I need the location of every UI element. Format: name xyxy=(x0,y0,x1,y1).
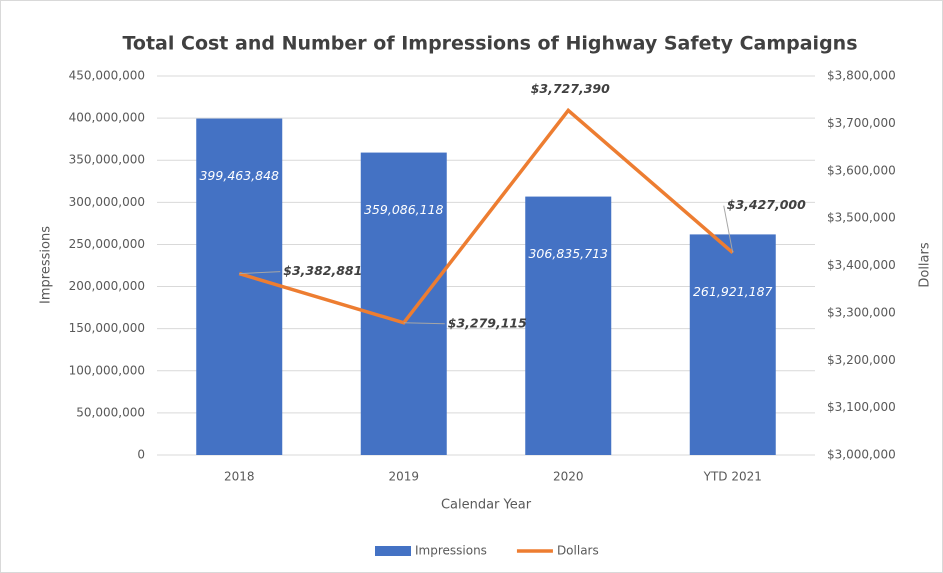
y2-tick-label: $3,000,000 xyxy=(827,448,896,462)
x-tick-label: 2020 xyxy=(553,470,584,484)
line-value-label: $3,427,000 xyxy=(727,197,806,212)
y-tick-label: 150,000,000 xyxy=(69,321,145,335)
leader-line xyxy=(239,271,281,275)
y-tick-label: 400,000,000 xyxy=(69,111,145,125)
bar-value-label: 359,086,118 xyxy=(364,202,444,217)
leader-line xyxy=(723,205,734,253)
y2-tick-label: $3,400,000 xyxy=(827,258,896,272)
x-tick-label: 2018 xyxy=(224,470,255,484)
y2-tick-label: $3,500,000 xyxy=(827,211,896,225)
y-tick-label: 100,000,000 xyxy=(69,363,145,377)
y-tick-label: 450,000,000 xyxy=(69,69,145,83)
y2-tick-label: $3,700,000 xyxy=(827,116,896,130)
x-tick-label: YTD 2021 xyxy=(703,470,762,484)
bar xyxy=(689,234,776,455)
bar-value-label: 399,463,848 xyxy=(199,168,279,183)
y2-tick-label: $3,800,000 xyxy=(827,69,896,83)
y-tick-label: 0 xyxy=(137,448,145,462)
y-tick-label: 350,000,000 xyxy=(69,153,145,167)
line-value-label: $3,279,115 xyxy=(448,315,527,330)
bar-value-label: 306,835,713 xyxy=(528,246,608,261)
bar xyxy=(360,152,447,455)
y2-axis-title: Dollars xyxy=(918,242,933,287)
bar-value-label: 261,921,187 xyxy=(693,284,773,299)
y-tick-label: 50,000,000 xyxy=(76,405,145,419)
leader-line xyxy=(403,322,445,325)
x-tick-label: 2019 xyxy=(388,470,419,484)
y2-tick-label: $3,200,000 xyxy=(827,353,896,367)
line-value-label: $3,382,881 xyxy=(283,263,362,278)
y-axis-title: Impressions xyxy=(39,226,54,304)
y-tick-label: 300,000,000 xyxy=(69,195,145,209)
y-tick-label: 250,000,000 xyxy=(69,237,145,251)
line xyxy=(238,107,734,325)
y-tick-label: 200,000,000 xyxy=(69,279,145,293)
bar xyxy=(525,196,612,455)
y2-tick-label: $3,300,000 xyxy=(827,305,896,319)
y2-tick-label: $3,100,000 xyxy=(827,400,896,414)
line-value-label: $3,727,390 xyxy=(531,81,610,96)
legend-label: Impressions xyxy=(415,544,487,558)
bar xyxy=(196,118,283,455)
legend-label: Dollars xyxy=(557,544,599,558)
y2-tick-label: $3,600,000 xyxy=(827,163,896,177)
chart-title: Total Cost and Number of Impressions of … xyxy=(122,33,857,55)
legend-swatch xyxy=(375,546,411,556)
x-axis-title: Calendar Year xyxy=(441,498,532,513)
